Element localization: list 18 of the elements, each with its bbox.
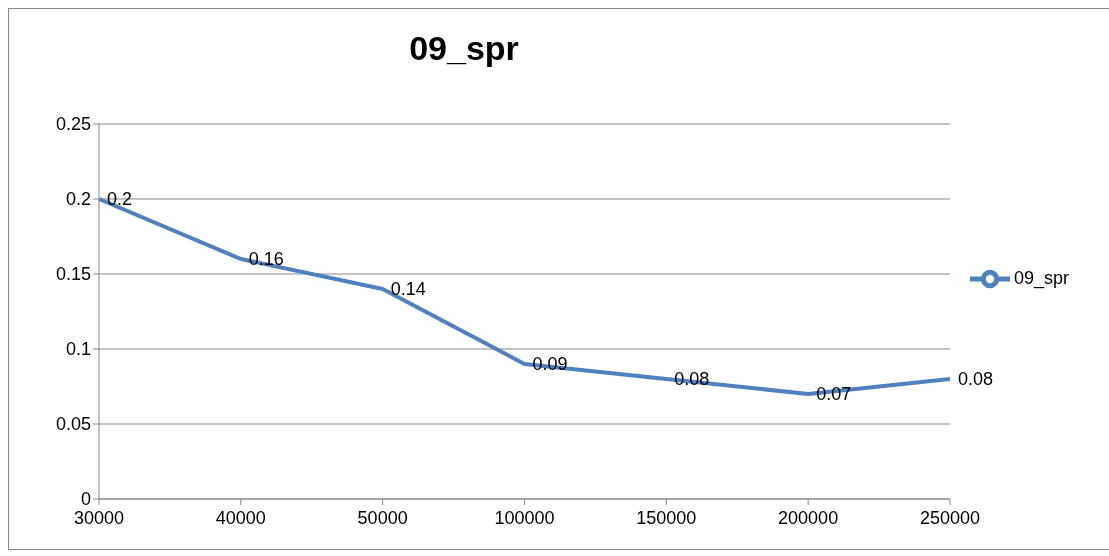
data-label: 0.08: [957, 369, 993, 390]
y-tick-label: 0.2: [65, 189, 91, 210]
y-tick-label: 0.1: [65, 339, 91, 360]
y-tick-label: 0.25: [55, 114, 91, 135]
x-tick-label: 30000: [73, 507, 125, 528]
chart-title: 09_spr: [408, 29, 520, 68]
x-tick-label: 250000: [919, 507, 980, 528]
x-tick-label: 100000: [494, 507, 555, 528]
x-tick-label: 50000: [357, 507, 408, 528]
x-tick-label: 150000: [636, 507, 697, 528]
x-tick-label: 40000: [215, 507, 266, 528]
y-tick-label: 0.15: [55, 264, 91, 285]
data-label: 0.14: [390, 279, 426, 300]
data-label: 0.2: [107, 189, 133, 210]
y-tick-label: 0: [80, 489, 91, 510]
y-tick-label: 0.05: [55, 414, 91, 435]
legend-label: 09_spr: [1013, 267, 1069, 288]
x-tick-label: 200000: [778, 507, 839, 528]
